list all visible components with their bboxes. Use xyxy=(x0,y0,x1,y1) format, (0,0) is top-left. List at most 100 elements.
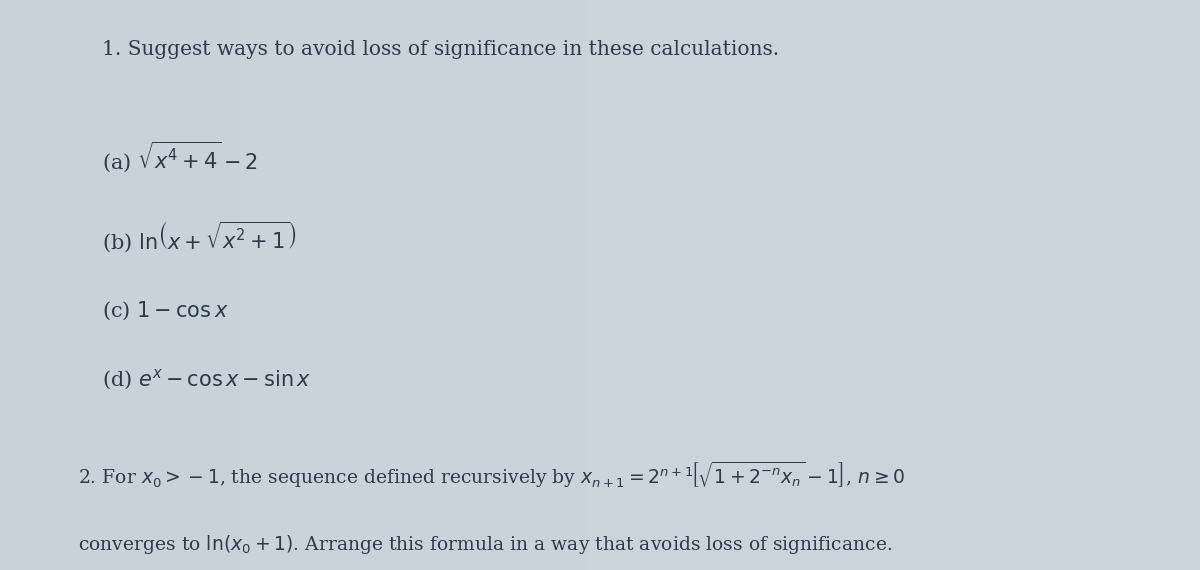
Bar xyxy=(564,0,576,570)
Bar xyxy=(168,0,180,570)
Bar xyxy=(24,0,36,570)
Bar xyxy=(600,0,612,570)
Bar xyxy=(1176,0,1188,570)
Bar xyxy=(420,0,432,570)
Bar xyxy=(816,0,828,570)
Bar xyxy=(936,0,948,570)
Bar xyxy=(204,0,216,570)
Bar xyxy=(276,0,288,570)
Bar xyxy=(432,0,444,570)
Bar xyxy=(972,0,984,570)
Bar xyxy=(300,0,312,570)
Bar xyxy=(360,0,372,570)
Bar xyxy=(828,0,840,570)
Bar xyxy=(240,0,252,570)
Bar xyxy=(1092,0,1104,570)
Bar xyxy=(960,0,972,570)
Bar xyxy=(84,0,96,570)
Bar xyxy=(852,0,864,570)
Bar xyxy=(1128,0,1140,570)
Bar xyxy=(36,0,48,570)
Bar xyxy=(144,0,156,570)
Bar xyxy=(108,0,120,570)
Bar xyxy=(804,0,816,570)
Bar xyxy=(900,0,912,570)
Bar xyxy=(156,0,168,570)
Bar xyxy=(840,0,852,570)
Text: 2. For $x_0>-1$, the sequence defined recursively by $x_{n+1}=2^{n+1}\!\left[\sq: 2. For $x_0>-1$, the sequence defined re… xyxy=(78,459,905,490)
Text: (a) $\sqrt{x^4+4}-2$: (a) $\sqrt{x^4+4}-2$ xyxy=(102,140,258,174)
Bar xyxy=(336,0,348,570)
Bar xyxy=(1188,0,1200,570)
Bar xyxy=(612,0,624,570)
Bar xyxy=(1008,0,1020,570)
Bar xyxy=(996,0,1008,570)
Bar xyxy=(708,0,720,570)
Bar xyxy=(768,0,780,570)
Bar xyxy=(948,0,960,570)
Bar xyxy=(624,0,636,570)
Bar xyxy=(576,0,588,570)
Bar xyxy=(252,0,264,570)
Bar xyxy=(444,0,456,570)
Bar xyxy=(528,0,540,570)
Bar xyxy=(384,0,396,570)
Bar xyxy=(588,0,600,570)
Text: converges to $\ln(x_0+1)$. Arrange this formula in a way that avoids loss of sig: converges to $\ln(x_0+1)$. Arrange this … xyxy=(78,533,893,556)
Bar xyxy=(408,0,420,570)
Bar xyxy=(696,0,708,570)
Bar xyxy=(516,0,528,570)
Bar xyxy=(912,0,924,570)
Bar xyxy=(288,0,300,570)
Bar xyxy=(648,0,660,570)
Bar xyxy=(1164,0,1176,570)
Bar xyxy=(1020,0,1032,570)
Bar xyxy=(720,0,732,570)
Text: (b) $\ln\!\left(x+\sqrt{x^2+1}\right)$: (b) $\ln\!\left(x+\sqrt{x^2+1}\right)$ xyxy=(102,219,296,254)
Bar xyxy=(1104,0,1116,570)
Bar xyxy=(672,0,684,570)
Bar xyxy=(0,0,12,570)
Bar xyxy=(216,0,228,570)
Bar xyxy=(12,0,24,570)
Bar xyxy=(732,0,744,570)
Bar xyxy=(984,0,996,570)
Bar xyxy=(120,0,132,570)
Bar xyxy=(756,0,768,570)
Bar xyxy=(60,0,72,570)
Bar xyxy=(324,0,336,570)
Bar xyxy=(396,0,408,570)
Bar xyxy=(1140,0,1152,570)
Bar xyxy=(456,0,468,570)
Bar xyxy=(492,0,504,570)
Bar xyxy=(1056,0,1068,570)
Bar xyxy=(1152,0,1164,570)
Bar xyxy=(348,0,360,570)
Bar xyxy=(372,0,384,570)
Bar xyxy=(48,0,60,570)
Bar xyxy=(1044,0,1056,570)
Bar xyxy=(192,0,204,570)
Bar xyxy=(228,0,240,570)
Bar xyxy=(480,0,492,570)
Text: 1. Suggest ways to avoid loss of significance in these calculations.: 1. Suggest ways to avoid loss of signifi… xyxy=(102,40,779,59)
Bar xyxy=(264,0,276,570)
Bar xyxy=(636,0,648,570)
Text: (d) $e^x - \cos x - \sin x$: (d) $e^x - \cos x - \sin x$ xyxy=(102,368,311,392)
Bar xyxy=(924,0,936,570)
Bar xyxy=(1080,0,1092,570)
Bar xyxy=(1032,0,1044,570)
Bar xyxy=(132,0,144,570)
Bar xyxy=(1116,0,1128,570)
Bar xyxy=(96,0,108,570)
Bar xyxy=(864,0,876,570)
Bar xyxy=(72,0,84,570)
Bar xyxy=(744,0,756,570)
Bar xyxy=(180,0,192,570)
Bar xyxy=(684,0,696,570)
Bar xyxy=(552,0,564,570)
Text: (c) $1-\cos x$: (c) $1-\cos x$ xyxy=(102,299,228,321)
Bar xyxy=(504,0,516,570)
Bar xyxy=(888,0,900,570)
Bar xyxy=(312,0,324,570)
